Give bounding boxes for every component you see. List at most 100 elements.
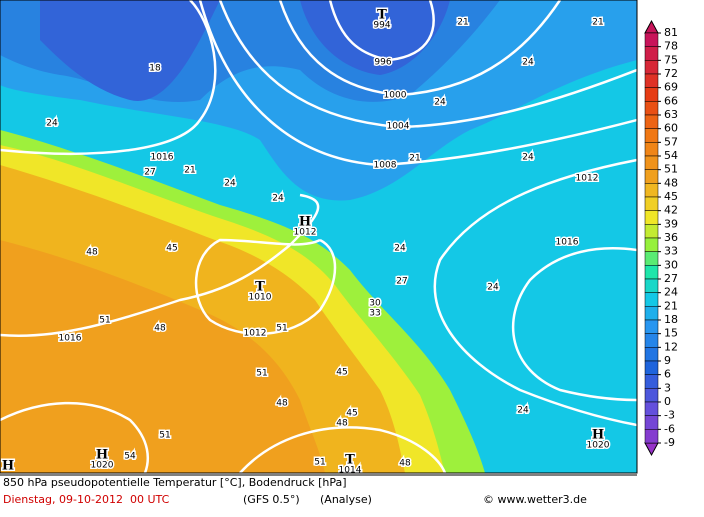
isobar-label: 1016 [151, 153, 174, 163]
isotherm-label: 24 [46, 119, 58, 129]
isotherm-label: 24 [394, 244, 406, 254]
pressure-center-value: 1014 [339, 466, 362, 476]
footer-model: (GFS 0.5°) [243, 493, 300, 506]
isotherm-label: 33 [369, 309, 380, 319]
isotherm-label: 51 [256, 369, 267, 379]
colorbar-tick-label: 3 [664, 381, 671, 394]
isobar-label: 1012 [576, 174, 599, 184]
pressure-center-value: 1010 [249, 293, 272, 303]
colorbar-tick-label: 39 [664, 217, 678, 230]
isotherm-label: 51 [314, 458, 325, 468]
colorbar-tick-label: 72 [664, 67, 678, 80]
isobar-label: 1008 [374, 161, 397, 171]
isobar [278, 0, 562, 97]
isotherm-label: 48 [86, 248, 98, 258]
colorbar-segment [644, 306, 659, 321]
colorbar-arrow-bottom [644, 442, 659, 457]
isotherm-label: 24 [434, 98, 446, 108]
isotherm-label: 18 [149, 64, 161, 74]
colorbar-tick-label: 66 [664, 94, 678, 107]
colorbar-segment [644, 237, 659, 252]
colorbar-tick-label: 42 [664, 204, 678, 217]
colorbar-tick-label: 30 [664, 258, 678, 271]
colorbar-segment [644, 169, 659, 184]
isotherm-label: 24 [487, 283, 499, 293]
colorbar-segment [644, 415, 659, 430]
isobar-label: 996 [374, 58, 391, 68]
colorbar-tick-label: 36 [664, 231, 678, 244]
pressure-center-value: 1020 [91, 461, 114, 471]
colorbar-tick-label: 63 [664, 108, 678, 121]
colorbar-tick-label: 33 [664, 245, 678, 258]
isotherm-label: 45 [166, 244, 177, 254]
colorbar-segment [644, 155, 659, 170]
colorbar-tick-label: 75 [664, 53, 678, 66]
colorbar-tick-label: 9 [664, 354, 671, 367]
isotherm-label: 21 [184, 166, 195, 176]
colorbar-segment [644, 429, 659, 444]
isobar [511, 247, 637, 402]
isotherm-label: 48 [336, 419, 348, 429]
colorbar-tick-label: 54 [664, 149, 678, 162]
colorbar-tick-label: 45 [664, 190, 678, 203]
isobars [0, 0, 637, 473]
colorbar-tick-label: 81 [664, 26, 678, 39]
colorbar-tick-label: 60 [664, 122, 678, 135]
colorbar-segment [644, 333, 659, 348]
colorbar-tick-label: -6 [664, 422, 675, 435]
colorbar-tick-label: 57 [664, 135, 678, 148]
footer-analysis: (Analyse) [320, 493, 372, 506]
pressure-center-value: 1012 [294, 228, 317, 238]
colorbar-tick-label: 27 [664, 272, 678, 285]
isotherm-label: 30 [369, 299, 381, 309]
colorbar-segment [644, 265, 659, 280]
colorbar-segment [644, 251, 659, 266]
isotherm-label: 24 [272, 194, 284, 204]
pressure-center-symbol: T [345, 453, 355, 468]
colorbar-tick-label: 18 [664, 313, 678, 326]
isobar [218, 0, 637, 129]
isotherm-label: 27 [396, 277, 407, 287]
isobar-label: 1004 [387, 122, 410, 132]
colorbar-segment [644, 87, 659, 102]
colorbar-tick-label: 15 [664, 327, 678, 340]
colorbar-tick-label: 21 [664, 299, 678, 312]
colorbar-segment [644, 224, 659, 239]
colorbar-segment [644, 319, 659, 334]
colorbar-tick-label: 48 [664, 176, 678, 189]
colorbar-segment [644, 128, 659, 143]
colorbar-segment [644, 142, 659, 157]
isotherm-label: 27 [144, 168, 155, 178]
isobar [433, 158, 637, 427]
colorbar-segment [644, 114, 659, 129]
pressure-center-symbol: T [255, 280, 265, 295]
colorbar-segment [644, 196, 659, 211]
colorbar-tick-label: 24 [664, 286, 678, 299]
map-frame [0, 0, 638, 474]
isotherm-label: 21 [592, 18, 603, 28]
isobar-label: 1016 [556, 238, 579, 248]
colorbar-tick-label: 78 [664, 40, 678, 53]
colorbar-segment [644, 360, 659, 375]
isobar [194, 238, 337, 336]
colorbar-segment [644, 46, 659, 61]
colorbar-segment [644, 278, 659, 293]
isotherm-label: 48 [276, 399, 288, 409]
colorbar-segment [644, 101, 659, 116]
pressure-center-value: 1020 [587, 441, 610, 451]
colorbar-tick-label: 6 [664, 368, 671, 381]
colorbar: 8178757269666360575451484542393633302724… [644, 19, 678, 457]
colorbar-tick-label: 12 [664, 340, 678, 353]
colorbar-tick-label: 69 [664, 81, 678, 94]
hot-core [0, 240, 325, 473]
isotherm-label: 48 [399, 459, 411, 469]
pressure-center-symbol: T [377, 8, 387, 23]
isobar [0, 193, 320, 337]
isobar [328, 0, 435, 62]
footer-credit: © www.wetter3.de [483, 493, 587, 506]
isotherm-label: 21 [457, 18, 468, 28]
map: 99610001004100810121012101610161016T994H… [0, 0, 637, 476]
isobar [239, 426, 447, 473]
isotherm-label: 24 [517, 406, 529, 416]
